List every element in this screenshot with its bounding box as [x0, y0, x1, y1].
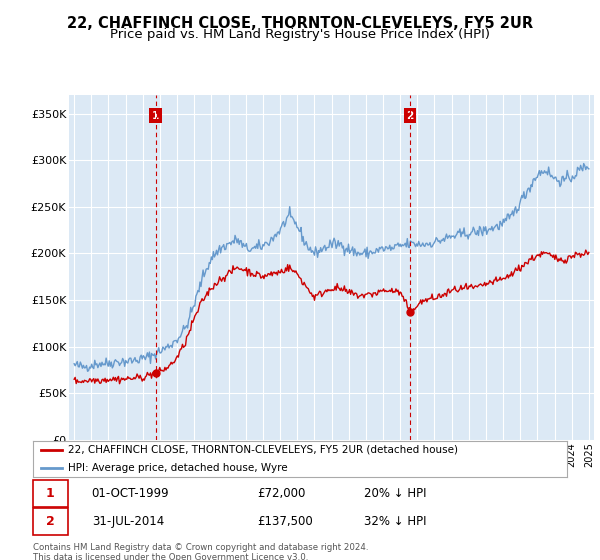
Text: This data is licensed under the Open Government Licence v3.0.: This data is licensed under the Open Gov…	[33, 553, 308, 560]
Text: £137,500: £137,500	[257, 515, 313, 529]
Text: 2: 2	[46, 515, 55, 529]
Text: 01-OCT-1999: 01-OCT-1999	[92, 487, 169, 500]
Text: Contains HM Land Registry data © Crown copyright and database right 2024.: Contains HM Land Registry data © Crown c…	[33, 543, 368, 552]
Text: 1: 1	[46, 487, 55, 500]
Text: 2: 2	[406, 111, 414, 120]
Bar	[33, 480, 68, 507]
Bar	[33, 508, 68, 535]
Text: £72,000: £72,000	[257, 487, 305, 500]
Text: 32% ↓ HPI: 32% ↓ HPI	[364, 515, 427, 529]
Text: Price paid vs. HM Land Registry's House Price Index (HPI): Price paid vs. HM Land Registry's House …	[110, 28, 490, 41]
Text: 20% ↓ HPI: 20% ↓ HPI	[364, 487, 427, 500]
Text: 22, CHAFFINCH CLOSE, THORNTON-CLEVELEYS, FY5 2UR: 22, CHAFFINCH CLOSE, THORNTON-CLEVELEYS,…	[67, 16, 533, 31]
Text: 31-JUL-2014: 31-JUL-2014	[92, 515, 164, 529]
Text: 22, CHAFFINCH CLOSE, THORNTON-CLEVELEYS, FY5 2UR (detached house): 22, CHAFFINCH CLOSE, THORNTON-CLEVELEYS,…	[68, 445, 458, 455]
Text: 1: 1	[152, 111, 159, 120]
Text: HPI: Average price, detached house, Wyre: HPI: Average price, detached house, Wyre	[68, 463, 287, 473]
